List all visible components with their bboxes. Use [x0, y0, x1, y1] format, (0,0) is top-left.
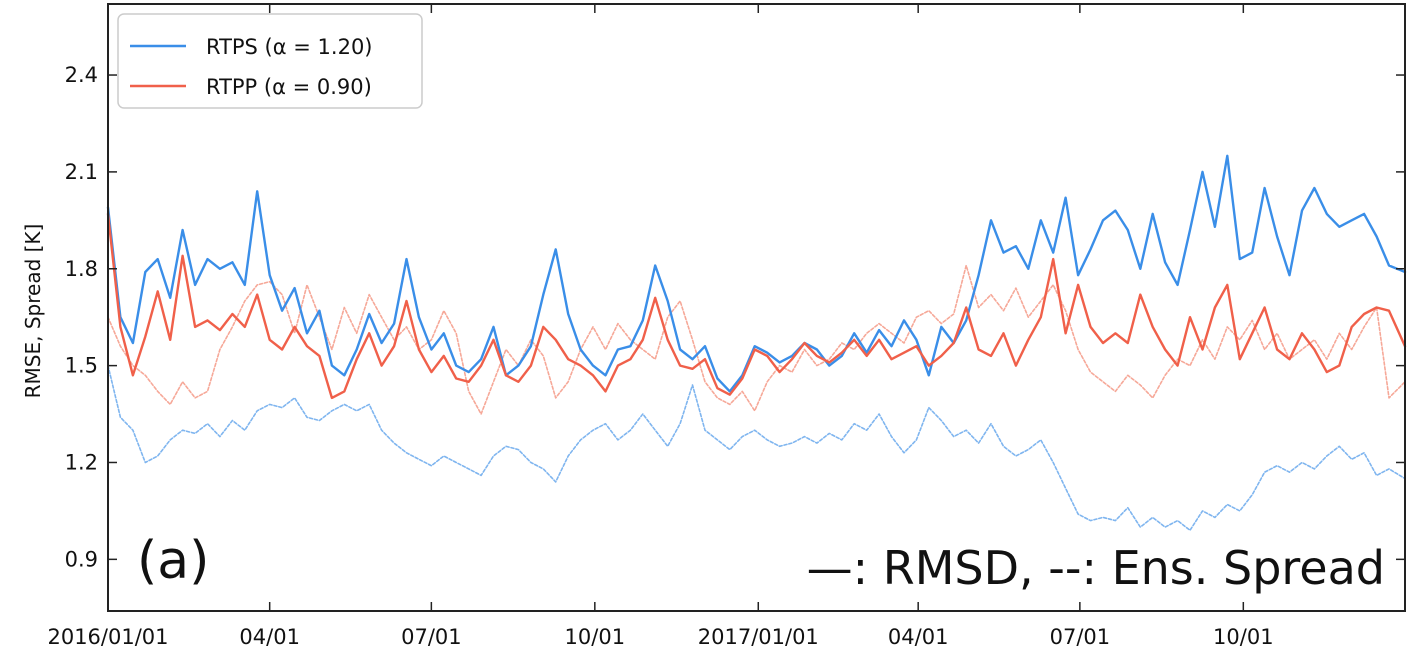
plot-frame — [107, 3, 1406, 612]
series-layer — [106, 154, 1407, 532]
x-tick-label: 2017/01/01 — [698, 625, 819, 649]
y-axis-label: RMSE, Spread [K] — [21, 224, 45, 399]
line-style-annotation: —: RMSD, --: Ens. Spread — [807, 541, 1385, 595]
y-tick-label: 2.4 — [65, 63, 98, 87]
x-tick-label: 04/01 — [239, 625, 300, 649]
y-tick-label: 0.9 — [65, 547, 98, 571]
legend-box — [117, 13, 423, 109]
x-tick-label: 2016/01/01 — [47, 625, 168, 649]
series-line-rtps-spread — [107, 364, 1406, 532]
legend-label-rtps: RTPS (α = 1.20) — [206, 35, 373, 59]
x-tick-label: 07/01 — [401, 625, 462, 649]
legend: RTPS (α = 1.20) RTPP (α = 0.90) — [117, 13, 423, 109]
y-tick-label: 2.1 — [65, 160, 98, 184]
legend-label-rtpp: RTPP (α = 0.90) — [206, 75, 372, 99]
x-tick-label: 10/01 — [565, 625, 626, 649]
x-tick-label: 07/01 — [1050, 625, 1111, 649]
y-tick-label: 1.5 — [65, 354, 98, 378]
series-line-rtpp-rmsd — [106, 212, 1407, 400]
panel-label: (a) — [137, 531, 209, 591]
y-tick-label: 1.8 — [65, 257, 98, 281]
x-tick-label: 04/01 — [888, 625, 949, 649]
series-line-rtps-rmsd — [106, 154, 1407, 393]
y-tick-label: 1.2 — [65, 450, 98, 474]
x-tick-label: 10/01 — [1213, 625, 1274, 649]
ticks-layer: 0.9 1.2 1.5 1.8 2.1 2.4 2016/01/01 04/01 07/01 10… — [47, 4, 1405, 649]
